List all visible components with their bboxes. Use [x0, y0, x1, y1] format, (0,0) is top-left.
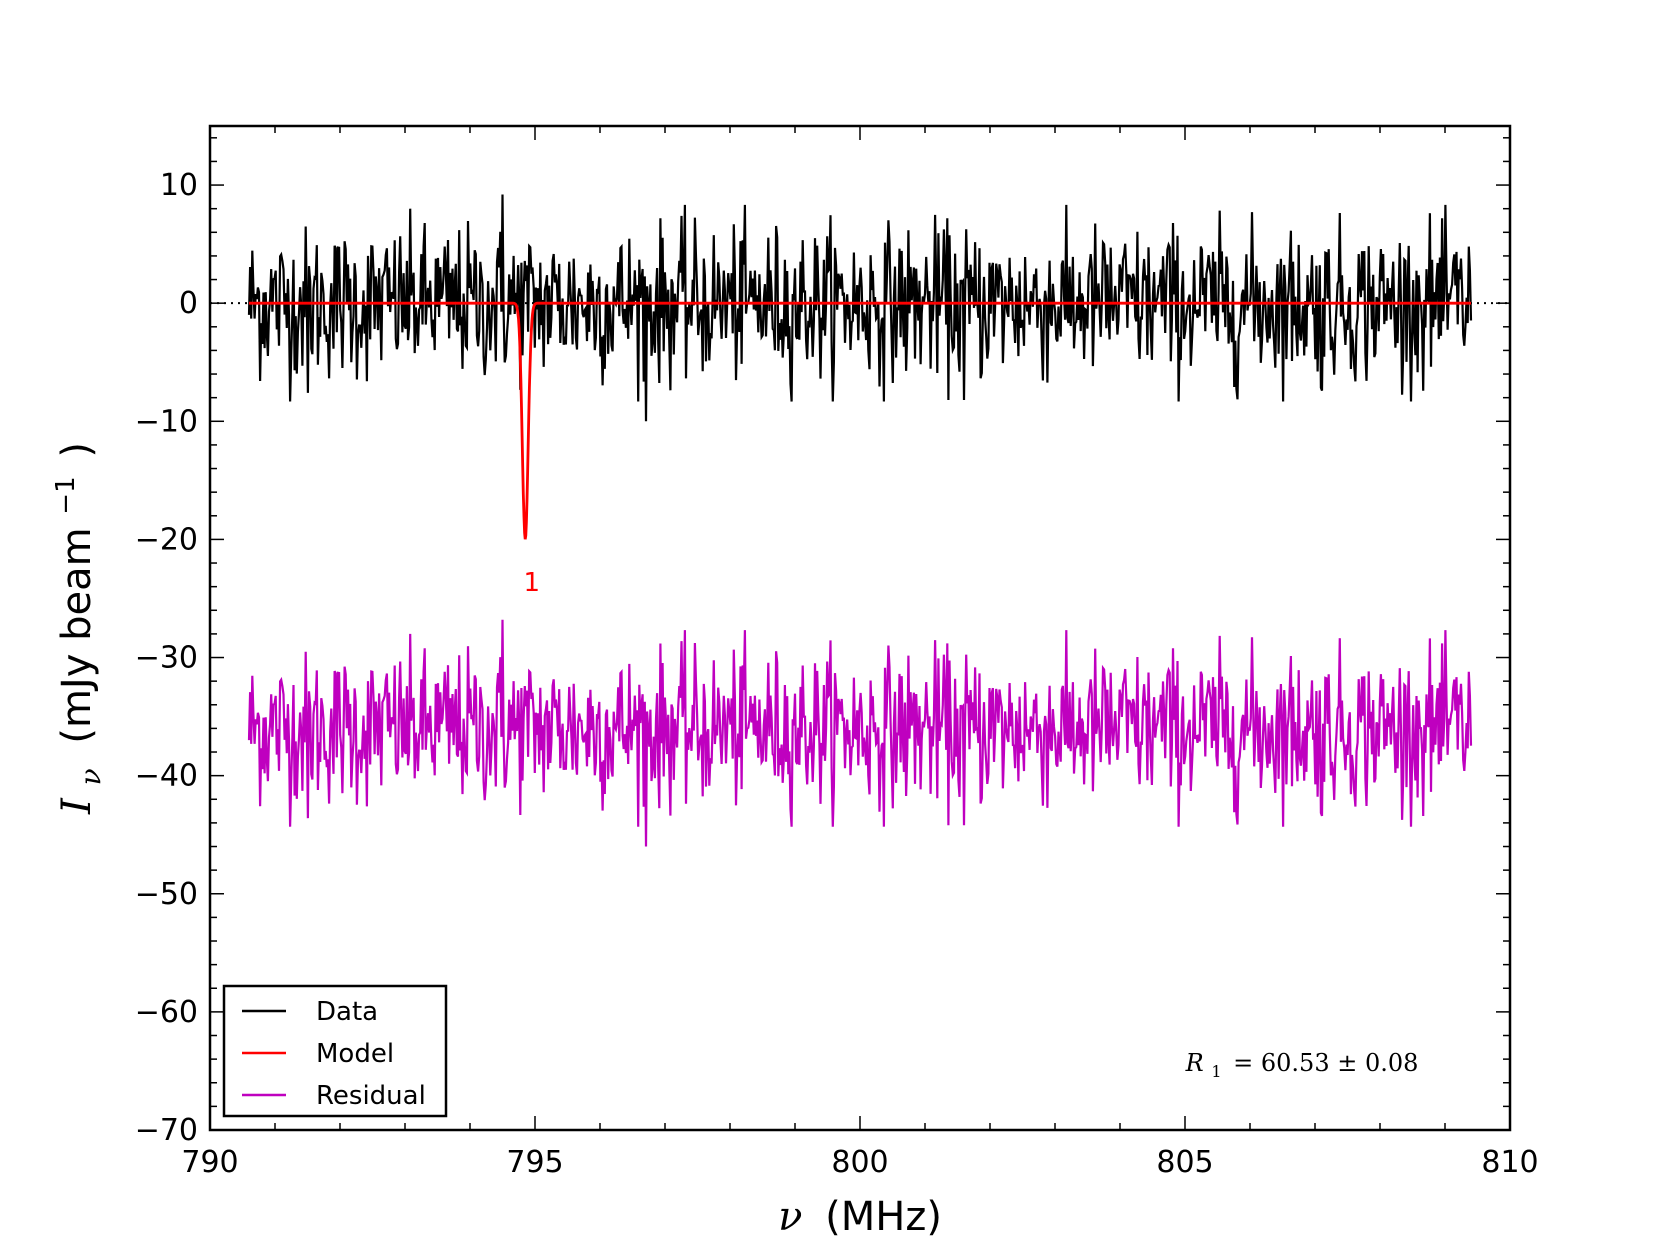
annotation-value: = 60.53 ± 0.08: [1233, 1049, 1418, 1077]
y-tick-label: 0: [179, 286, 198, 321]
x-tick-label: 810: [1481, 1145, 1538, 1180]
annotation-subscript: 1: [1211, 1062, 1221, 1081]
y-axis-subscript: ν: [74, 768, 107, 785]
y-axis-unit: (mJy beam: [54, 527, 100, 743]
y-axis-label: I ν (mJy beam −1 ): [38, 442, 110, 815]
y-axis-symbol: I: [54, 797, 100, 815]
y-tick-label: 10: [160, 168, 198, 203]
x-axis-label: ν (MHz): [778, 1194, 942, 1240]
annotation-symbol: R: [1185, 1049, 1204, 1077]
x-axis-symbol: ν: [778, 1194, 802, 1240]
x-axis-unit: (MHz): [825, 1194, 942, 1240]
series-model-line: [249, 301, 1471, 540]
legend-label: Residual: [316, 1081, 426, 1111]
y-tick-label: −40: [135, 759, 198, 794]
y-tick-label: −20: [135, 522, 198, 557]
x-axis-ticks: 790 795 800 805 810: [181, 126, 1539, 1180]
y-tick-label: −10: [135, 404, 198, 439]
plot-area: [210, 194, 1510, 847]
peak-label: 1: [523, 568, 540, 598]
y-tick-label: −50: [135, 877, 198, 912]
x-tick-label: 805: [1156, 1145, 1213, 1180]
fit-annotation: R 1 = 60.53 ± 0.08: [1185, 1049, 1419, 1083]
y-axis-close: ): [54, 442, 100, 458]
y-tick-label: −60: [135, 995, 198, 1030]
x-tick-label: 800: [831, 1145, 888, 1180]
y-axis-exponent: −1: [51, 476, 81, 514]
y-axis-ticks: −70 −60 −50 −40 −30 −20 −10 0 10: [135, 137, 1510, 1148]
x-tick-label: 790: [181, 1145, 238, 1180]
legend-label: Model: [316, 1039, 394, 1069]
legend: Data Model Residual: [222, 984, 448, 1118]
legend-label: Data: [316, 997, 378, 1027]
y-tick-label: −70: [135, 1113, 198, 1148]
plot-frame: [208, 124, 1512, 1132]
series-residual-line: [247, 619, 1473, 847]
series-data-line: [247, 194, 1473, 422]
y-tick-label: −30: [135, 641, 198, 676]
x-tick-label: 795: [506, 1145, 563, 1180]
